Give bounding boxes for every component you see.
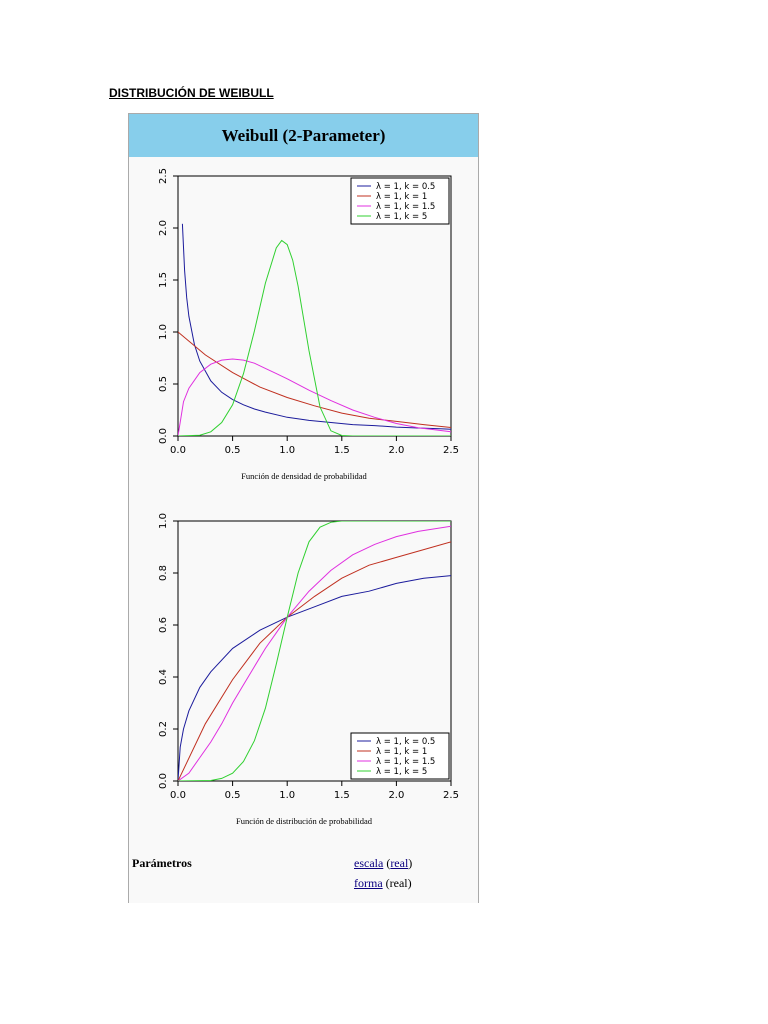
legend-entry: λ = 1, k = 5 xyxy=(376,212,427,222)
legend-entry: λ = 1, k = 5 xyxy=(376,767,427,777)
x-tick-label: 1.5 xyxy=(334,790,350,801)
y-tick-label: 0.0 xyxy=(158,428,169,444)
y-tick-label: 0.2 xyxy=(158,721,169,737)
y-tick-label: 0.6 xyxy=(158,617,169,633)
param-scale-type-link[interactable]: real xyxy=(390,856,409,870)
series-line-3 xyxy=(178,521,451,781)
chart-caption: Función de densidad de probabilidad xyxy=(241,471,367,481)
legend-entry: λ = 1, k = 0.5 xyxy=(376,182,435,192)
legend-entry: λ = 1, k = 1 xyxy=(376,747,427,757)
series-line-3 xyxy=(178,239,451,436)
x-tick-label: 0.0 xyxy=(170,790,186,801)
x-tick-label: 1.5 xyxy=(334,445,350,456)
x-tick-label: 2.0 xyxy=(388,445,404,456)
param-scale-link[interactable]: escala xyxy=(354,856,384,870)
cdf-chart: 0.0 0.5 1.0 1.5 2.0 2.5 0.0 0.2 0.4 0.6 0.8 1.0 λ = … xyxy=(158,513,459,826)
param-shape-open: ( xyxy=(382,876,390,890)
y-tick-label: 2.0 xyxy=(158,220,169,236)
param-shape-link[interactable]: forma xyxy=(354,876,383,890)
legend-entry: λ = 1, k = 0.5 xyxy=(376,737,435,747)
x-tick-label: 2.5 xyxy=(443,790,459,801)
legend-entry: λ = 1, k = 1 xyxy=(376,192,427,202)
series-line-0 xyxy=(181,223,451,430)
param-shape-close: ) xyxy=(407,876,412,890)
series-line-2 xyxy=(178,525,451,781)
x-tick-label: 1.0 xyxy=(279,790,295,801)
x-tick-label: 2.0 xyxy=(388,790,404,801)
chart-caption: Función de distribución de probabilidad xyxy=(236,816,373,826)
y-tick-label: 0.4 xyxy=(158,669,169,685)
series-line-1 xyxy=(178,541,451,781)
legend: λ = 1, k = 0.5λ = 1, k = 1λ = 1, k = 1.5… xyxy=(350,732,450,780)
legend: λ = 1, k = 0.5λ = 1, k = 1λ = 1, k = 1.5… xyxy=(350,177,450,225)
y-tick-label: 1.5 xyxy=(158,272,169,288)
plot-frame xyxy=(177,520,452,782)
plot-frame xyxy=(177,175,452,437)
x-tick-label: 1.0 xyxy=(279,445,295,456)
y-tick-label: 0.5 xyxy=(158,376,169,392)
series-line-0 xyxy=(178,575,451,781)
series-line-2 xyxy=(178,358,451,436)
legend-entry: λ = 1, k = 1.5 xyxy=(376,757,435,767)
infobox-header: Weibull (2-Parameter) xyxy=(129,114,478,157)
param-scale-close: ) xyxy=(408,856,413,870)
pdf-chart: 0.0 0.5 1.0 1.5 2.0 2.5 0.0 0.5 1.0 1.5 2.0 2.5 λ = … xyxy=(158,168,459,481)
x-tick-label: 0.0 xyxy=(170,445,186,456)
y-tick-label: 1.0 xyxy=(158,513,169,529)
x-tick-label: 0.5 xyxy=(225,790,241,801)
legend-entry: λ = 1, k = 1.5 xyxy=(376,202,435,212)
series-line-1 xyxy=(178,331,451,428)
y-tick-label: 1.0 xyxy=(158,324,169,340)
y-tick-label: 0.0 xyxy=(158,773,169,789)
y-tick-label: 0.8 xyxy=(158,565,169,581)
x-tick-label: 0.5 xyxy=(225,445,241,456)
param-row-shape: forma (real) xyxy=(354,876,412,891)
weibull-infobox: Weibull (2-Parameter) 0.0 0.5 1.0 1.5 2.0 2.5… xyxy=(128,113,479,903)
param-scale-open: ( xyxy=(383,856,391,870)
document-title: DISTRIBUCIÓN DE WEIBULL xyxy=(109,86,274,100)
param-row-scale: escala (real) xyxy=(354,856,412,871)
param-shape-type: real xyxy=(389,876,408,890)
params-label: Parámetros xyxy=(132,856,192,870)
y-tick-label: 2.5 xyxy=(158,168,169,184)
x-tick-label: 2.5 xyxy=(443,445,459,456)
